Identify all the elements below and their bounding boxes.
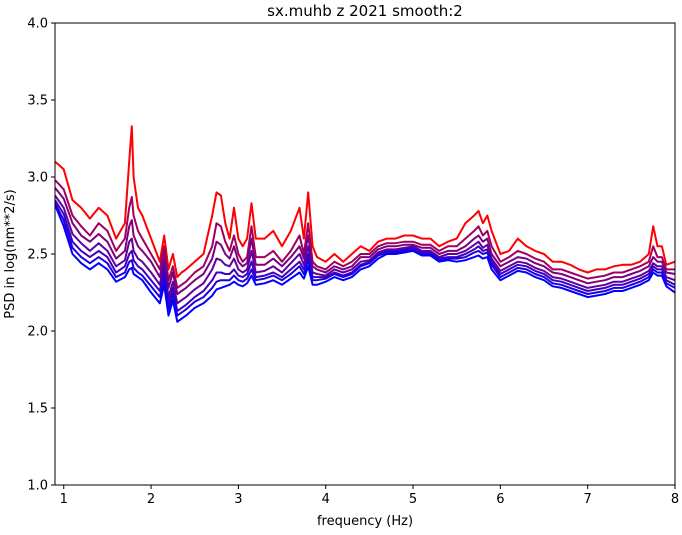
series-line-5 [55, 202, 675, 317]
y-tick-label: 3.0 [27, 171, 48, 186]
series-line-3 [55, 194, 675, 305]
y-tick-label: 1.0 [27, 479, 48, 494]
series-line-6 [55, 204, 675, 323]
x-tick-label: 2 [147, 492, 155, 507]
series-line-0 [55, 125, 675, 279]
series-layer [55, 125, 675, 323]
y-tick-label: 1.5 [27, 402, 48, 417]
chart-title: sx.muhb z 2021 smooth:2 [267, 2, 463, 20]
x-tick-label: 4 [322, 492, 330, 507]
x-axis: 1 2 3 4 5 6 7 8 [60, 485, 679, 507]
x-tick-label: 8 [671, 492, 679, 507]
series-line-4 [55, 199, 675, 312]
x-tick-label: 6 [496, 492, 504, 507]
x-tick-label: 1 [60, 492, 68, 507]
series-line-1 [55, 179, 675, 289]
y-tick-label: 4.0 [27, 17, 48, 32]
y-tick-label: 2.0 [27, 325, 48, 340]
y-tick-label: 2.5 [27, 248, 48, 263]
x-axis-label: frequency (Hz) [317, 514, 413, 529]
y-tick-label: 3.5 [27, 94, 48, 109]
y-axis-label: PSD in log(nm**2/s) [3, 189, 18, 319]
series-line-2 [55, 187, 675, 295]
y-axis: 1.0 1.5 2.0 2.5 3.0 3.5 4.0 [27, 17, 55, 494]
x-tick-label: 5 [409, 492, 417, 507]
x-tick-label: 3 [234, 492, 242, 507]
x-tick-label: 7 [584, 492, 592, 507]
